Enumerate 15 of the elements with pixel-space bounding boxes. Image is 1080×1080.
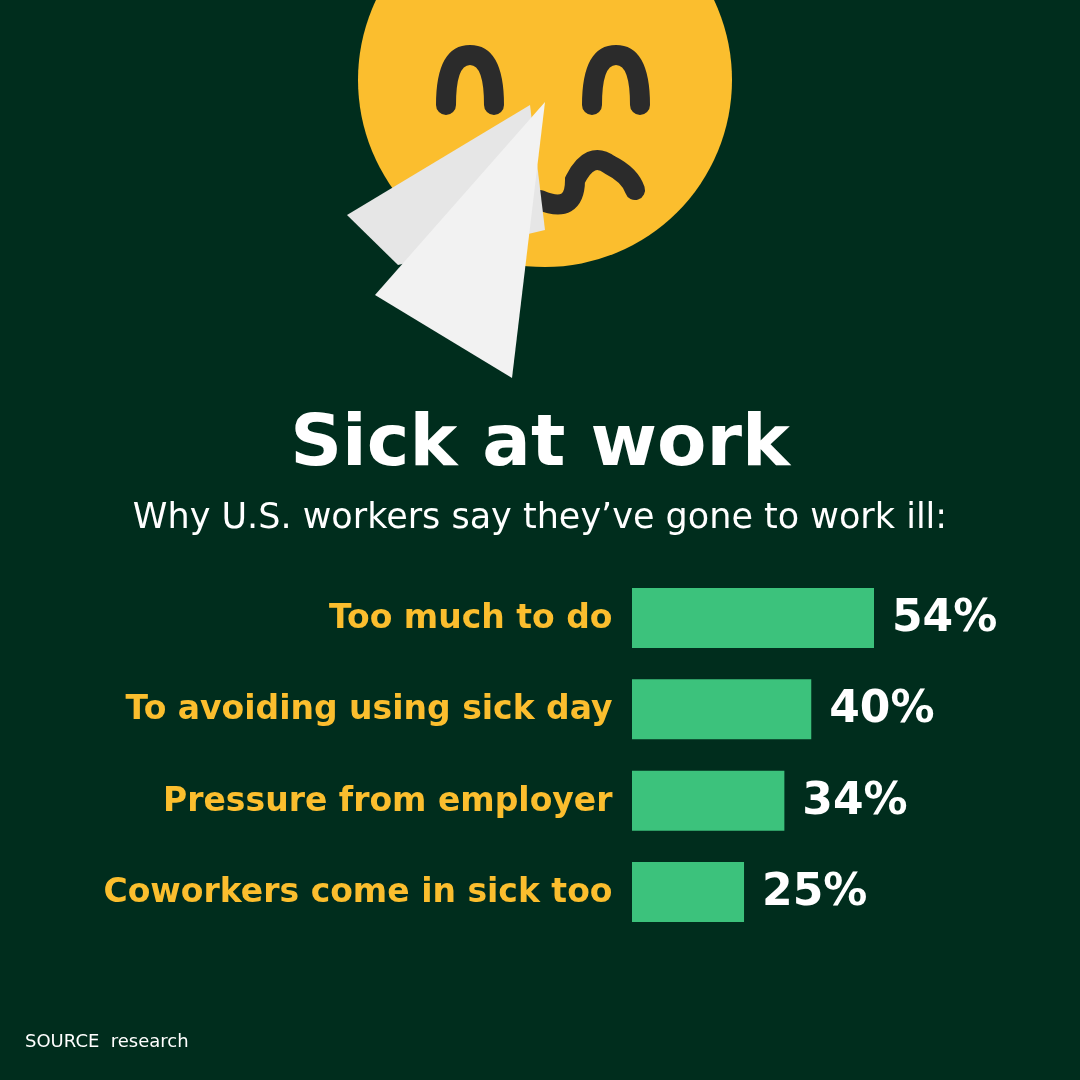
- data-label: 40%: [829, 681, 935, 733]
- y-tick-label: To avoiding using sick day: [125, 688, 613, 728]
- data-label: 54%: [892, 589, 998, 641]
- bar: [632, 679, 812, 740]
- chart-title: Sick at work: [289, 398, 792, 482]
- bar: [632, 588, 874, 648]
- chart-subtitle: Why U.S. workers say they’ve gone to work ill:: [131, 496, 949, 536]
- y-tick-label: Coworkers come in sick too: [103, 871, 613, 911]
- y-tick-label: Too much to do: [328, 596, 613, 636]
- data-label: 25%: [762, 864, 868, 916]
- source-note: SOURCE research: [25, 1030, 189, 1051]
- bar: [632, 862, 745, 922]
- bar: [632, 770, 785, 831]
- y-tick-label: Pressure from employer: [163, 779, 614, 819]
- data-label: 34%: [802, 772, 908, 824]
